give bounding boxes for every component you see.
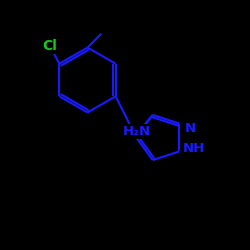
Text: N: N xyxy=(185,122,196,134)
Text: Cl: Cl xyxy=(42,39,57,53)
Text: NH: NH xyxy=(182,142,205,156)
Text: H₂N: H₂N xyxy=(122,125,150,138)
